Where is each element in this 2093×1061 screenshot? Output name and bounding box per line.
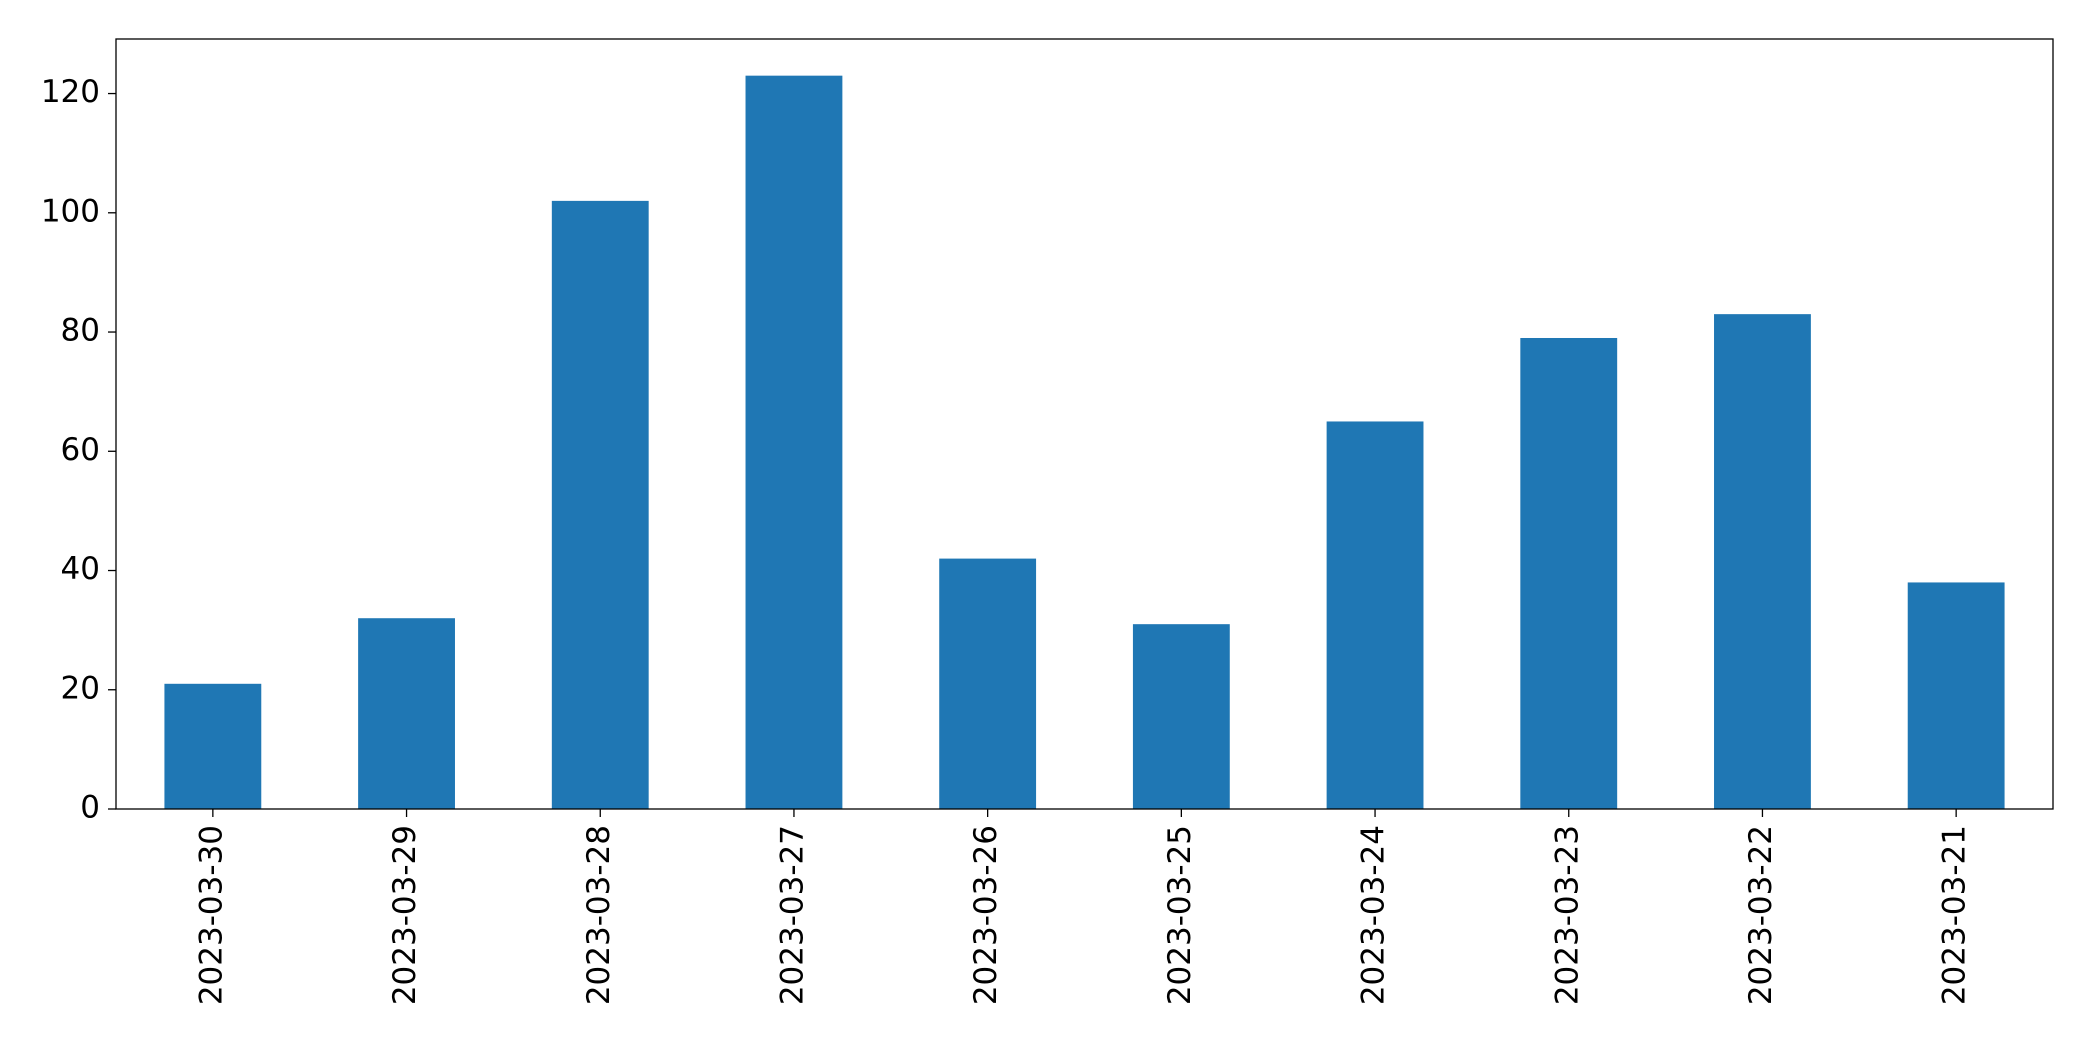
x-tick-label: 2023-03-27 <box>774 825 810 1005</box>
x-tick-label: 2023-03-26 <box>968 825 1004 1005</box>
plot-frame <box>115 38 2054 810</box>
y-tick-label: 80 <box>61 313 100 349</box>
bar <box>1907 582 2005 809</box>
bar <box>939 558 1037 809</box>
x-tick-label: 2023-03-25 <box>1162 825 1198 1005</box>
y-tick-label: 120 <box>41 74 100 110</box>
x-tick-label: 2023-03-24 <box>1356 825 1392 1005</box>
x-tick-label: 2023-03-30 <box>193 825 229 1005</box>
y-tick-label: 40 <box>61 551 100 587</box>
y-tick-label: 60 <box>61 432 100 468</box>
bar <box>1520 337 1618 809</box>
bar <box>1326 421 1424 809</box>
bar <box>1714 314 1811 809</box>
x-tick-label: 2023-03-22 <box>1743 825 1779 1005</box>
x-tick-label: 2023-03-21 <box>1937 825 1973 1005</box>
x-tick-label: 2023-03-29 <box>387 825 423 1005</box>
bar <box>745 75 843 809</box>
y-tick-label: 100 <box>41 193 100 229</box>
bar <box>164 683 262 809</box>
bar <box>551 200 649 809</box>
y-tick-label: 0 <box>80 790 100 826</box>
x-tick-label: 2023-03-23 <box>1549 825 1585 1005</box>
x-tick-label: 2023-03-28 <box>581 825 617 1005</box>
bar <box>1132 624 1230 809</box>
y-tick-label: 20 <box>61 670 100 706</box>
bar <box>358 618 455 809</box>
